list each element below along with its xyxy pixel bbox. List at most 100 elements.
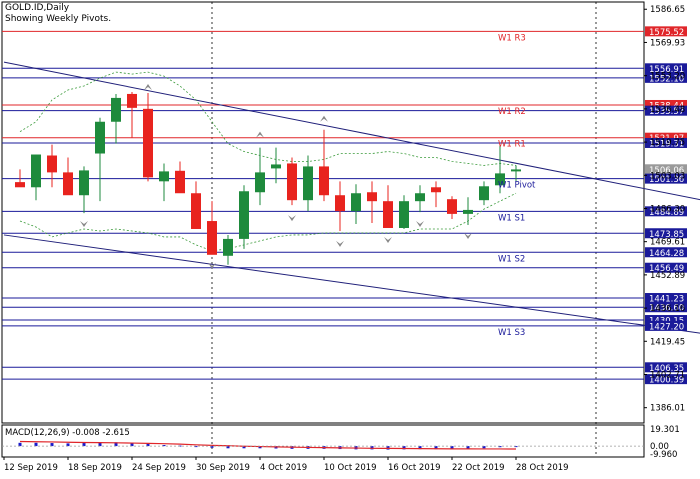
trendline	[3, 61, 700, 201]
y-tick-label: 1503.03	[650, 171, 685, 181]
candle-body	[239, 191, 249, 239]
candle	[15, 169, 25, 188]
pivot-label: W1 R2	[498, 107, 526, 117]
level-tag	[645, 315, 687, 326]
time-axis: 12 Sep 2019 18 Sep 2019 24 Sep 2019 30 Sep …	[3, 457, 569, 473]
level-tag	[645, 72, 687, 83]
trendlines	[3, 61, 700, 334]
candle-body	[415, 193, 425, 202]
macd-bar	[194, 446, 198, 448]
candle-body	[127, 93, 137, 108]
candle	[431, 181, 441, 208]
candle	[479, 181, 489, 206]
x-tick-label: 30 Sep 2019	[196, 463, 250, 473]
macd-bar	[242, 446, 246, 449]
level-tag	[645, 374, 687, 385]
candle	[127, 91, 137, 138]
pivot-label: W1 S2	[498, 254, 525, 264]
y-tick-label: 1486.30	[650, 205, 685, 215]
candle-body	[159, 171, 169, 182]
macd-bar	[146, 443, 150, 447]
level-tag	[645, 206, 687, 217]
pivot-label: W1 S3	[498, 328, 525, 338]
candle-body	[287, 163, 297, 201]
macd-y-tick-label: -9.960	[650, 450, 677, 460]
candle-body	[63, 172, 73, 196]
level-tag-label: 1400.39	[649, 376, 684, 386]
candle	[255, 147, 265, 206]
pivot-label: W1 S1	[498, 213, 525, 223]
envelope-bands	[19, 71, 517, 252]
x-tick-label: 10 Oct 2019	[324, 463, 377, 473]
candle-body	[351, 193, 361, 212]
macd-bar	[178, 445, 182, 447]
candle	[399, 195, 409, 229]
macd-bar	[434, 446, 438, 450]
macd-bar	[66, 443, 70, 447]
fractal-up-icon	[144, 83, 152, 90]
symbol-title: GOLD.ID,Daily	[5, 3, 70, 13]
level-tag-label: 1575.52	[649, 28, 684, 38]
candle	[303, 155, 313, 212]
macd-y-tick-label: 19.301	[650, 425, 680, 435]
band-upper	[19, 71, 517, 166]
candle-body	[223, 238, 233, 256]
candle	[63, 157, 73, 196]
level-tag-label: 1501.36	[649, 175, 684, 185]
macd-bar	[514, 446, 518, 448]
level-tag	[645, 132, 687, 143]
fractal-up-icon	[320, 115, 328, 122]
fractal-down-icon	[208, 262, 216, 269]
level-tag	[645, 63, 687, 74]
x-tick-label: 12 Sep 2019	[4, 463, 58, 473]
macd-bar	[258, 446, 262, 449]
fractals	[80, 83, 472, 269]
candle-body	[79, 170, 89, 196]
macd-bar	[210, 446, 214, 448]
pivot-label: W1 R3	[498, 33, 526, 43]
candle-body	[511, 169, 521, 172]
candle-body	[319, 166, 329, 196]
y-tick-label: 1452.89	[650, 271, 685, 281]
candle-body	[191, 193, 201, 229]
candle	[191, 181, 201, 229]
candle	[415, 185, 425, 213]
level-tag-label: 1473.85	[649, 230, 684, 240]
candle-body	[175, 170, 185, 194]
pivot-labels: W1 R3 W1 R2 W1 R1 W1 Pivot W1 S1 W1 S2 W1 S3	[498, 33, 536, 338]
candle-body	[367, 192, 377, 202]
level-tag	[645, 173, 687, 184]
subtitle: Showing Weekly Pivots.	[5, 14, 112, 24]
fractal-down-icon	[288, 215, 296, 222]
level-tag	[645, 302, 687, 313]
main-frame	[1, 1, 645, 424]
candle	[111, 93, 121, 144]
candle-body	[335, 195, 345, 212]
trendline	[3, 234, 700, 334]
candle-body	[207, 221, 217, 255]
candle	[79, 166, 89, 214]
level-tag	[645, 247, 687, 258]
y-tick-label: 1386.01	[650, 404, 685, 414]
candle	[159, 163, 169, 202]
level-tag	[645, 105, 687, 116]
macd-bar	[130, 442, 134, 447]
candle	[31, 154, 41, 201]
y-tick-label: 1469.61	[650, 238, 685, 248]
macd-bar	[466, 446, 470, 449]
candle-body	[383, 201, 393, 228]
candle	[511, 165, 521, 182]
candle	[143, 92, 153, 182]
candle-body	[399, 201, 409, 228]
y-tick-label: 1402.71	[650, 371, 685, 381]
level-tag	[645, 164, 687, 175]
candle	[335, 181, 345, 231]
x-tick-label: 28 Oct 2019	[516, 463, 569, 473]
level-tag	[645, 228, 687, 239]
candle	[447, 196, 457, 220]
x-tick-label: 18 Sep 2019	[68, 463, 122, 473]
level-tag-label: 1406.35	[649, 364, 684, 374]
macd-frame	[1, 424, 645, 458]
x-tick-label: 24 Sep 2019	[132, 463, 186, 473]
